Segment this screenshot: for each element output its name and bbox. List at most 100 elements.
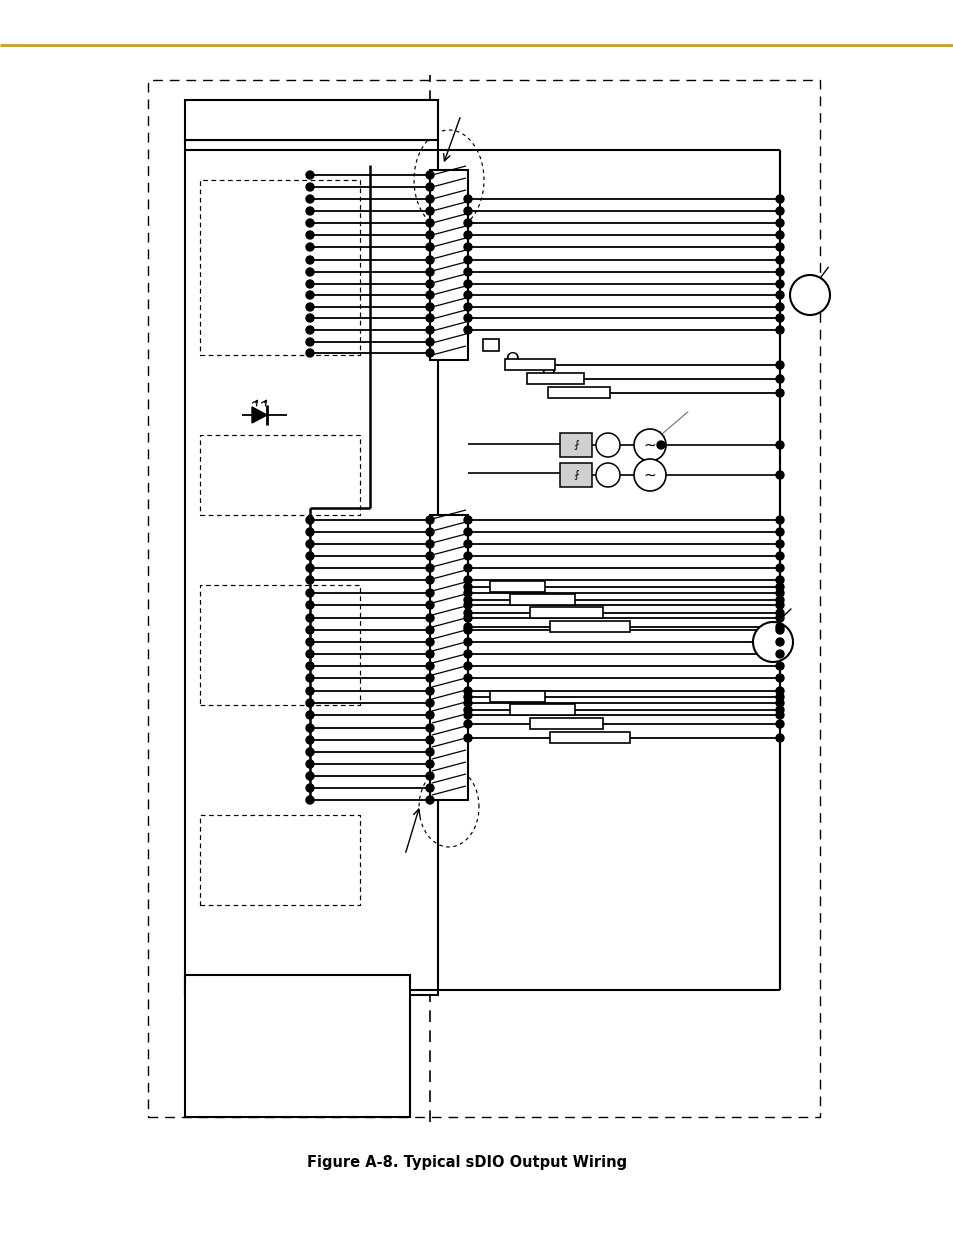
Circle shape <box>463 662 472 671</box>
Circle shape <box>657 441 664 450</box>
Circle shape <box>775 516 783 524</box>
Circle shape <box>596 463 619 487</box>
Circle shape <box>306 748 314 756</box>
Circle shape <box>426 638 434 646</box>
Text: Ω: Ω <box>540 366 555 383</box>
Circle shape <box>775 699 783 706</box>
Circle shape <box>775 609 783 618</box>
Circle shape <box>306 589 314 597</box>
Bar <box>510 594 575 605</box>
Circle shape <box>306 529 314 536</box>
Circle shape <box>306 219 314 227</box>
Circle shape <box>426 687 434 695</box>
Circle shape <box>306 552 314 559</box>
Circle shape <box>426 219 434 227</box>
Circle shape <box>463 540 472 548</box>
Circle shape <box>306 170 314 179</box>
Circle shape <box>775 540 783 548</box>
Circle shape <box>463 609 472 618</box>
Circle shape <box>426 516 434 524</box>
Text: ⨏: ⨏ <box>573 471 578 480</box>
Circle shape <box>426 303 434 311</box>
Circle shape <box>426 291 434 299</box>
Circle shape <box>463 601 472 609</box>
Circle shape <box>463 614 472 622</box>
Text: ~: ~ <box>643 468 656 483</box>
Circle shape <box>426 529 434 536</box>
Circle shape <box>426 231 434 240</box>
Circle shape <box>306 638 314 646</box>
Bar <box>185 100 437 140</box>
Circle shape <box>306 207 314 215</box>
Circle shape <box>426 797 434 804</box>
Circle shape <box>306 662 314 671</box>
Circle shape <box>463 626 472 634</box>
Circle shape <box>306 772 314 781</box>
Bar <box>550 621 629 632</box>
Bar <box>200 585 359 705</box>
Circle shape <box>306 650 314 658</box>
Bar <box>530 606 602 618</box>
Bar <box>430 515 468 800</box>
Polygon shape <box>252 408 267 424</box>
Text: ~: ~ <box>643 437 656 452</box>
Circle shape <box>426 576 434 584</box>
Circle shape <box>306 350 314 357</box>
Circle shape <box>775 314 783 322</box>
Circle shape <box>306 516 314 524</box>
Bar <box>430 170 468 359</box>
Bar <box>200 180 359 354</box>
Circle shape <box>306 314 314 322</box>
Circle shape <box>752 622 792 662</box>
Circle shape <box>775 256 783 264</box>
Circle shape <box>463 243 472 251</box>
Bar <box>504 359 555 370</box>
Circle shape <box>426 601 434 609</box>
Circle shape <box>306 797 314 804</box>
Circle shape <box>775 711 783 719</box>
Circle shape <box>306 724 314 732</box>
Circle shape <box>463 219 472 227</box>
Circle shape <box>775 583 783 592</box>
Circle shape <box>463 638 472 646</box>
Circle shape <box>775 389 783 396</box>
Bar <box>550 732 629 743</box>
Bar <box>200 435 359 515</box>
Circle shape <box>426 650 434 658</box>
Circle shape <box>426 736 434 743</box>
Circle shape <box>775 280 783 288</box>
Circle shape <box>463 622 472 631</box>
Circle shape <box>775 207 783 215</box>
Circle shape <box>306 614 314 622</box>
Circle shape <box>426 268 434 275</box>
Circle shape <box>426 207 434 215</box>
Circle shape <box>426 772 434 781</box>
Circle shape <box>463 564 472 572</box>
Circle shape <box>306 243 314 251</box>
Circle shape <box>775 564 783 572</box>
Circle shape <box>463 291 472 299</box>
Text: ⨏: ⨏ <box>573 440 578 450</box>
Circle shape <box>775 674 783 682</box>
Bar <box>200 815 359 905</box>
Circle shape <box>306 711 314 719</box>
Circle shape <box>306 674 314 682</box>
Circle shape <box>775 693 783 701</box>
Bar <box>482 338 498 351</box>
Circle shape <box>463 734 472 742</box>
Circle shape <box>306 687 314 695</box>
Circle shape <box>306 231 314 240</box>
Circle shape <box>306 303 314 311</box>
Circle shape <box>463 529 472 536</box>
Circle shape <box>463 516 472 524</box>
Circle shape <box>463 711 472 719</box>
Circle shape <box>306 736 314 743</box>
Circle shape <box>306 183 314 191</box>
Circle shape <box>463 597 472 604</box>
Circle shape <box>306 326 314 333</box>
Circle shape <box>775 734 783 742</box>
Circle shape <box>426 724 434 732</box>
Circle shape <box>463 589 472 597</box>
Circle shape <box>775 597 783 604</box>
Circle shape <box>775 687 783 695</box>
